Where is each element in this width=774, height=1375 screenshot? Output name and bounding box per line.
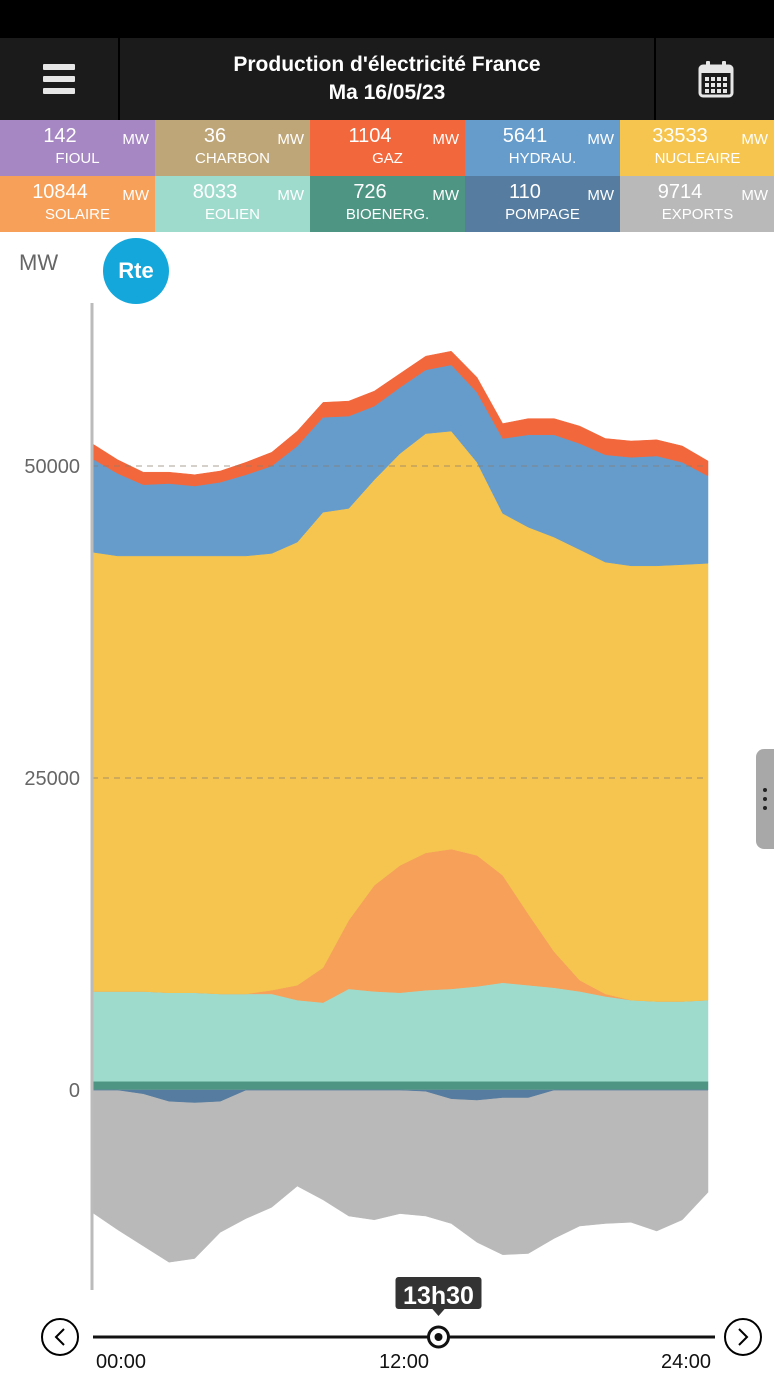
tile-unit: MW [741,131,768,148]
tile-value: 8033 [192,181,238,203]
series-area-exports [91,1089,709,1263]
tile-label: EOLIEN [204,206,261,223]
tile-label: SOLAIRE [44,206,111,223]
tile-nucleaire[interactable]: 33533 MW NUCLEAIRE [620,120,774,176]
tile-exports[interactable]: 9714 MW EXPORTS [620,176,774,232]
series-area-gaz [91,350,709,487]
tile-label: CHARBON [194,150,270,167]
y-tick-label: 25000 [24,768,80,790]
handle-dot-icon [763,806,767,810]
energy-source-tiles: 142 MW FIOUL 36 MW CHARBON 1104 MW GAZ 5641 MW HYDR… [0,120,774,232]
tile-eolien[interactable]: 8033 MW EOLIEN [155,176,310,232]
app-header: Production d'électricité France Ma 16/05… [0,38,774,120]
hamburger-menu-icon [43,64,75,94]
series-area-bioenerg [91,1081,709,1091]
tile-unit: MW [587,187,614,204]
rte-logo: Rte [103,238,169,304]
timeline-tick-label: 00:00 [96,1351,146,1373]
tile-unit: MW [277,131,304,148]
date-label: Ma 16/05/23 [328,81,446,104]
tile-value: 36 [203,125,227,147]
tile-label: NUCLEAIRE [654,150,741,167]
tile-label: POMPAGE [505,206,580,223]
tile-label: EXPORTS [661,206,734,223]
production-chart[interactable]: 0 25000 50000 MW 13h30 00:00 12:00 24:00 [0,232,774,1375]
tile-label: GAZ [372,150,403,167]
tile-charbon[interactable]: 36 MW CHARBON [155,120,310,176]
header-title-block: Production d'électricité France Ma 16/05… [120,38,654,120]
tile-gaz[interactable]: 1104 MW GAZ [310,120,465,176]
current-time-badge [395,1277,482,1309]
tile-label: BIOENERG. [345,206,430,223]
tile-value: 9714 [657,181,703,203]
tile-label: FIOUL [55,150,100,167]
tile-label: HYDRAU. [508,150,577,167]
handle-dot-icon [763,788,767,792]
previous-day-button[interactable] [41,1318,79,1356]
tile-value: 5641 [502,125,548,147]
status-bar [0,0,774,38]
tile-value: 110 [509,181,541,203]
handle-dot-icon [763,797,767,801]
calendar-button[interactable] [654,38,774,120]
tile-unit: MW [122,131,149,148]
y-tick-label: 50000 [24,456,80,478]
y-axis-label: MW [19,250,58,275]
y-tick-label: 0 [69,1080,80,1102]
tile-unit: MW [432,187,459,204]
timeline-tick-label: 24:00 [661,1351,711,1373]
tile-value: 142 [43,125,77,147]
tile-unit: MW [741,187,768,204]
tile-hydrau[interactable]: 5641 MW HYDRAU. [465,120,620,176]
next-day-button[interactable] [724,1318,762,1356]
chevron-right-icon [738,1328,749,1346]
tile-value: 1104 [348,125,392,147]
tile-unit: MW [277,187,304,204]
side-panel-handle[interactable] [756,749,774,849]
current-time-label: 13h30 [403,1282,474,1310]
current-time-pointer [431,1308,446,1316]
tile-unit: MW [432,131,459,148]
chevron-left-icon [54,1328,65,1346]
tile-value: 10844 [32,181,88,203]
calendar-icon [698,61,734,98]
tile-fioul[interactable]: 142 MW FIOUL [0,120,155,176]
tile-bioenerg[interactable]: 726 MW BIOENERG. [310,176,465,232]
tile-pompage[interactable]: 110 MW POMPAGE [465,176,620,232]
tile-unit: MW [587,131,614,148]
timeline-knob-dot [434,1333,443,1341]
timeline-tick-label: 12:00 [379,1351,429,1373]
series-area-pompage [92,1089,708,1103]
menu-button[interactable] [0,38,120,120]
page-title: Production d'électricité France [233,53,541,76]
tile-unit: MW [122,187,149,204]
tile-solaire[interactable]: 10844 MW SOLAIRE [0,176,155,232]
tile-value: 726 [353,181,387,203]
tile-value: 33533 [652,125,708,147]
